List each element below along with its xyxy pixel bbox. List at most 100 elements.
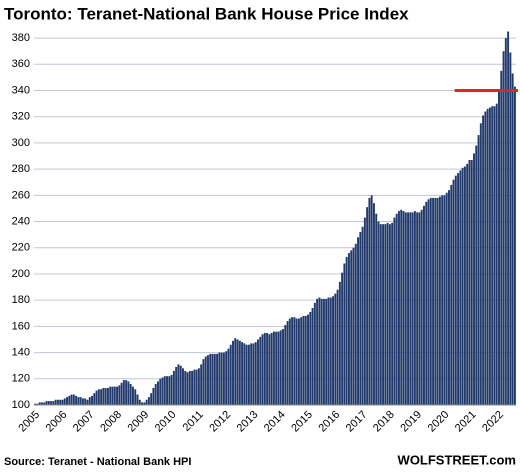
bar	[157, 381, 159, 405]
bar	[368, 197, 371, 405]
bar	[88, 397, 91, 405]
bar	[222, 352, 225, 405]
bar	[182, 368, 184, 405]
bar	[434, 197, 437, 405]
bar	[95, 390, 98, 405]
bar	[295, 318, 298, 405]
y-tick-label: 380	[12, 32, 30, 44]
bar	[102, 387, 105, 405]
bar	[216, 353, 219, 405]
x-tick-label: 2021	[453, 409, 479, 435]
bar	[436, 197, 439, 405]
bar	[345, 256, 348, 405]
bar	[468, 159, 471, 405]
bar	[84, 398, 87, 405]
bar	[450, 184, 453, 405]
bar	[166, 376, 169, 405]
bar	[127, 381, 130, 405]
bar	[511, 73, 514, 405]
y-tick-label: 140	[12, 346, 30, 358]
bar	[498, 90, 500, 405]
bar	[375, 213, 378, 405]
x-tick-label: 2010	[153, 409, 179, 435]
bar	[36, 403, 39, 405]
bar	[354, 243, 357, 405]
bar	[207, 355, 209, 405]
bar	[275, 331, 278, 405]
bar	[309, 311, 312, 405]
bar	[250, 343, 253, 405]
bar	[213, 353, 216, 405]
bar	[238, 340, 241, 405]
bar	[141, 402, 144, 405]
bar	[209, 353, 212, 405]
bar	[297, 318, 300, 405]
bar	[229, 344, 232, 405]
bar	[423, 205, 425, 405]
bar	[420, 209, 423, 405]
y-tick-label: 360	[12, 58, 30, 70]
bar	[279, 330, 282, 405]
bar	[320, 298, 323, 405]
bar	[491, 106, 494, 405]
bar	[452, 179, 455, 405]
bar	[293, 317, 296, 405]
bar	[400, 209, 403, 405]
bar	[502, 51, 505, 405]
bar	[161, 377, 164, 405]
y-tick-label: 120	[12, 373, 30, 385]
bar	[318, 297, 321, 405]
x-tick-label: 2008	[98, 409, 124, 435]
bar	[93, 393, 96, 405]
bar	[479, 123, 482, 405]
bar	[111, 386, 114, 405]
x-tick-label: 2015	[289, 409, 315, 435]
bar	[54, 399, 57, 405]
bar	[145, 399, 148, 405]
bar	[100, 389, 103, 405]
bar	[466, 163, 469, 405]
bar	[270, 332, 273, 405]
bar	[232, 340, 234, 405]
bar	[159, 378, 162, 405]
bar	[347, 253, 350, 405]
x-tick-label: 2017	[344, 409, 370, 435]
bar	[391, 222, 394, 405]
bar	[352, 247, 355, 405]
bar	[311, 308, 314, 405]
bar	[77, 397, 80, 405]
bar	[109, 386, 112, 405]
bar	[402, 211, 405, 405]
bar	[79, 397, 82, 405]
bar	[393, 217, 396, 405]
bar	[404, 212, 407, 405]
bar	[473, 153, 475, 405]
bar	[359, 232, 362, 405]
bar	[441, 195, 444, 405]
bar	[261, 334, 264, 405]
bar	[313, 302, 316, 405]
bar	[61, 399, 64, 405]
bar	[427, 199, 430, 405]
bar	[211, 353, 214, 405]
bar	[168, 376, 171, 405]
bar	[70, 394, 73, 405]
bar	[343, 263, 346, 405]
y-tick-label: 300	[12, 137, 30, 149]
bar	[509, 52, 512, 405]
bar	[52, 401, 55, 405]
bar	[454, 175, 457, 405]
bar	[384, 224, 387, 405]
bar	[429, 197, 432, 405]
x-tick-label: 2019	[398, 409, 424, 435]
bar	[398, 211, 400, 405]
bar	[284, 325, 287, 405]
x-tick-label: 2018	[371, 409, 397, 435]
bar	[288, 318, 291, 405]
bar	[445, 192, 448, 405]
bar	[118, 385, 121, 405]
bar	[291, 317, 294, 405]
bar	[386, 222, 389, 405]
bar	[245, 344, 248, 405]
bar	[513, 86, 516, 405]
